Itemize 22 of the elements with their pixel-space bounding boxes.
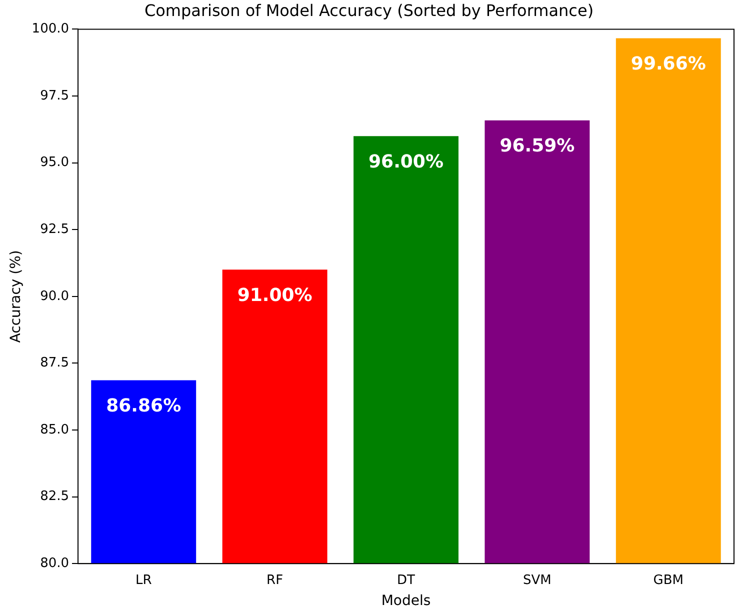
x-tick-label: GBM [653,572,684,588]
data-label: 96.59% [500,136,575,157]
y-axis-title: Accuracy (%) [8,250,24,343]
y-tick-label: 90.0 [40,288,70,304]
y-tick-label: 92.5 [40,222,70,237]
y-tick-label: 80.0 [40,556,70,571]
data-label: 96.00% [368,151,444,172]
chart-title: Comparison of Model Accuracy (Sorted by Performance) [144,0,594,20]
x-axis-title: Models [381,593,431,610]
x-tick-label: LR [135,572,152,588]
data-label: 86.86% [106,396,182,417]
x-tick-label: DT [397,572,416,588]
y-tick-label: 87.5 [40,356,70,371]
x-tick-label: RF [266,572,284,588]
y-tick-label: 95.0 [40,155,70,170]
y-tick-label: 100.0 [32,22,70,37]
data-label: 99.66% [630,54,706,75]
y-tick-label: 82.5 [40,489,70,504]
data-label: 91.00% [237,285,312,306]
y-tick-label: 97.5 [40,88,70,104]
y-tick-label: 85.0 [40,422,70,438]
x-tick-label: SVM [523,572,552,588]
